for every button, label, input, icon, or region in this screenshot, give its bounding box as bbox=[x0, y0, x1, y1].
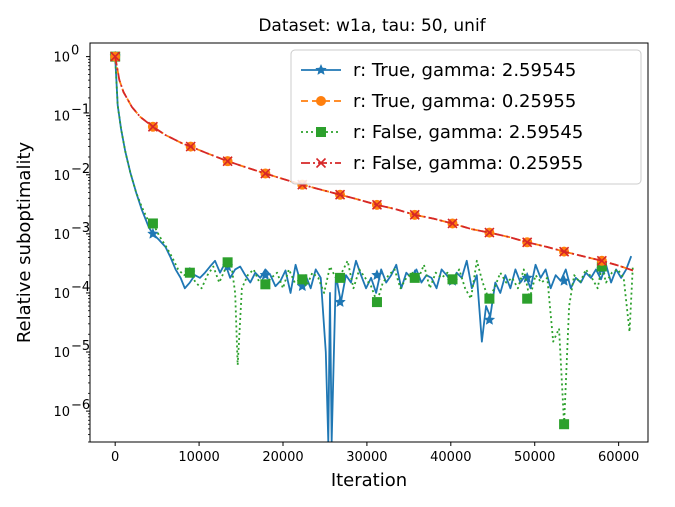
data-point bbox=[484, 227, 495, 238]
data-point bbox=[409, 272, 420, 283]
data-point bbox=[296, 280, 309, 292]
legend-box bbox=[290, 49, 642, 185]
x-tick-label: 60000 bbox=[598, 450, 639, 465]
y-tick-label: 10 bbox=[53, 110, 70, 125]
data-point bbox=[147, 227, 159, 239]
series-layer bbox=[109, 50, 634, 442]
legend: r: True, gamma: 2.59545 r: True, gamma: 0… bbox=[290, 49, 642, 185]
chart-title: Dataset: w1a, tau: 50, unif bbox=[258, 16, 486, 36]
x-axis: 0 10000 20000 30000 40000 50000 60000 bbox=[111, 442, 639, 465]
data-point bbox=[484, 293, 495, 304]
x-tick-label: 10000 bbox=[178, 450, 219, 465]
data-point bbox=[596, 255, 607, 266]
y-tick-exponent: −6 bbox=[71, 398, 90, 413]
x-axis-label: Iteration bbox=[331, 470, 407, 491]
y-tick-exponent: −3 bbox=[71, 221, 90, 236]
y-tick-exponent: −5 bbox=[71, 339, 90, 354]
data-point bbox=[335, 272, 346, 283]
y-tick-label: 10 bbox=[53, 228, 70, 243]
data-point bbox=[558, 274, 570, 286]
x-tick-label: 50000 bbox=[514, 450, 555, 465]
data-point bbox=[185, 141, 196, 152]
legend-item: r: True, gamma: 2.59545 bbox=[301, 60, 576, 81]
legend-label: r: False, gamma: 0.25955 bbox=[353, 153, 583, 174]
data-point bbox=[222, 257, 233, 268]
data-point bbox=[260, 279, 271, 290]
legend-item: r: False, gamma: 0.25955 bbox=[301, 153, 583, 174]
data-point bbox=[147, 218, 158, 229]
data-point bbox=[447, 218, 458, 229]
data-point bbox=[110, 51, 121, 62]
x-tick-label: 0 bbox=[111, 450, 119, 465]
series-line bbox=[114, 56, 634, 272]
series-4 bbox=[110, 51, 634, 272]
series-3 bbox=[110, 51, 634, 430]
y-tick-label: 10 bbox=[53, 287, 70, 302]
data-point bbox=[522, 293, 533, 304]
legend-marker bbox=[316, 96, 326, 106]
data-point bbox=[371, 199, 383, 210]
series-line bbox=[114, 56, 634, 426]
legend-label: r: True, gamma: 2.59545 bbox=[353, 60, 576, 81]
data-point bbox=[334, 295, 346, 308]
y-tick-exponent: −1 bbox=[71, 103, 90, 118]
legend-label: r: False, gamma: 2.59545 bbox=[353, 122, 583, 143]
legend-label: r: True, gamma: 0.25955 bbox=[353, 91, 576, 112]
y-tick-exponent: −2 bbox=[71, 162, 90, 177]
data-point bbox=[521, 271, 534, 283]
y-tick-label: 10 bbox=[53, 169, 70, 184]
legend-marker bbox=[315, 157, 327, 169]
data-point bbox=[259, 269, 272, 281]
data-point bbox=[334, 189, 346, 200]
y-tick-label: 10 bbox=[53, 346, 70, 361]
data-point bbox=[522, 237, 533, 248]
y-tick-label: 10 bbox=[53, 51, 70, 66]
x-tick-label: 20000 bbox=[262, 450, 303, 465]
data-point bbox=[371, 269, 383, 281]
y-axis-label: Relative suboptimality bbox=[14, 142, 35, 344]
legend-item: r: False, gamma: 2.59545 bbox=[301, 122, 583, 143]
data-point bbox=[409, 209, 420, 220]
data-point bbox=[483, 313, 496, 325]
data-point bbox=[447, 274, 458, 285]
legend-item: r: True, gamma: 0.25955 bbox=[301, 91, 576, 112]
y-tick-label: 10 bbox=[53, 405, 70, 420]
data-point bbox=[559, 419, 570, 430]
data-point bbox=[297, 274, 308, 285]
data-point bbox=[371, 297, 382, 308]
y-tick-exponent: 0 bbox=[71, 44, 79, 59]
legend-marker bbox=[315, 63, 327, 75]
plot-frame bbox=[89, 42, 649, 443]
data-point bbox=[222, 156, 233, 167]
data-point bbox=[184, 267, 195, 278]
data-point bbox=[260, 168, 271, 179]
data-point bbox=[147, 121, 158, 132]
y-tick-exponent: −4 bbox=[71, 280, 90, 295]
legend-marker bbox=[316, 127, 326, 137]
x-tick-label: 30000 bbox=[346, 450, 387, 465]
data-point bbox=[559, 246, 570, 257]
x-tick-label: 40000 bbox=[430, 450, 471, 465]
